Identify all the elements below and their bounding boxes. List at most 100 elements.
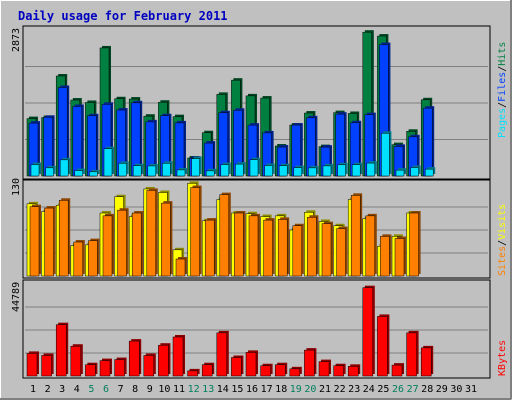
x-tick-label: 26: [392, 384, 404, 395]
bar-sites-day-5: [88, 238, 100, 277]
bar-sites-day-23: [350, 193, 363, 277]
x-tick-label: 16: [246, 384, 258, 395]
x-tick-label: 8: [132, 384, 138, 395]
bar-sites-day-8: [131, 211, 144, 277]
bar-sites-day-27: [409, 211, 421, 277]
bar-kbytes-day-13: [201, 362, 215, 377]
hits-max-label: 2873: [11, 28, 22, 52]
x-tick-label: 17: [261, 384, 273, 395]
bar-kbytes-day-28: [420, 345, 434, 377]
x-tick-label: 27: [407, 384, 419, 395]
bar-kbytes-day-23: [347, 364, 361, 377]
x-tick-label: 10: [158, 384, 170, 395]
bar-sites-day-3: [58, 198, 71, 277]
bar-files-day-5: [87, 113, 99, 177]
bar-sites-day-25: [380, 234, 392, 277]
bar-sites-day-18: [277, 217, 290, 277]
bar-sites-day-16: [248, 213, 260, 277]
bar-kbytes-day-24: [362, 285, 375, 377]
bar-pages-day-1: [30, 162, 41, 177]
x-tick-label: 5: [88, 384, 94, 395]
x-tick-label: 11: [173, 384, 185, 395]
bar-pages-day-24: [366, 161, 377, 177]
bar-pages-day-25: [381, 131, 392, 177]
x-tick-label: 30: [450, 384, 462, 395]
bar-kbytes-day-18: [274, 362, 288, 377]
bar-pages-day-3: [59, 157, 71, 177]
bar-sites-day-12: [190, 185, 202, 277]
bar-kbytes-day-11: [172, 334, 185, 377]
bar-pages-day-21: [322, 163, 333, 177]
x-tick-label: 12: [188, 384, 200, 395]
bar-kbytes-day-3: [55, 322, 69, 377]
bar-sites-day-15: [234, 211, 246, 277]
bar-pages-day-15: [235, 162, 246, 177]
bar-pages-day-19: [293, 165, 304, 177]
legend-files: Files: [497, 72, 508, 102]
bar-pages-day-14: [220, 162, 231, 177]
x-tick-label: 18: [275, 384, 287, 395]
bar-kbytes-day-16: [245, 350, 258, 377]
x-tick-label: 2: [45, 384, 51, 395]
bar-files-day-28: [422, 106, 435, 177]
bar-kbytes-day-1: [26, 351, 39, 377]
legend-hits-files-pages: Pages/Files/Hits: [497, 42, 508, 138]
bar-sites-day-17: [263, 218, 275, 277]
bar-pages-day-16: [249, 157, 260, 177]
bar-pages-day-7: [118, 161, 129, 177]
x-tick-label: 13: [202, 384, 214, 395]
x-tick-label: 29: [436, 384, 448, 395]
x-tick-label: 19: [290, 384, 302, 395]
bar-kbytes-day-17: [260, 363, 273, 377]
bar-pages-day-13: [205, 168, 217, 177]
bar-kbytes-day-26: [391, 363, 404, 377]
bar-kbytes-day-8: [128, 339, 142, 377]
bar-pages-day-6: [103, 146, 114, 177]
x-tick-label: 20: [304, 384, 316, 395]
legend-visits: Visits: [497, 204, 508, 240]
bar-sites-day-26: [394, 236, 406, 277]
bar-sites-day-13: [204, 218, 217, 277]
bar-kbytes-day-9: [143, 353, 156, 377]
bar-pages-day-28: [424, 167, 436, 177]
visits-max-label: 130: [11, 178, 22, 196]
bar-sites-day-9: [146, 188, 158, 277]
bar-pages-day-5: [89, 169, 100, 177]
bar-sites-day-11: [175, 257, 187, 277]
bar-sites-day-22: [336, 226, 348, 277]
bar-sites-day-6: [102, 213, 114, 277]
x-tick-label: 28: [421, 384, 433, 395]
bar-pages-day-11: [176, 167, 187, 177]
bar-kbytes-day-5: [85, 362, 98, 377]
x-tick-label: 4: [74, 384, 80, 395]
bar-kbytes-day-10: [158, 343, 171, 377]
bar-sites-day-7: [117, 208, 129, 277]
bar-sites-day-21: [321, 221, 333, 277]
bar-pages-day-26: [395, 168, 406, 177]
x-tick-label: 9: [147, 384, 153, 395]
bar-kbytes-day-21: [318, 359, 331, 377]
bar-sites-day-2: [44, 206, 56, 277]
x-tick-label: 1: [30, 384, 36, 395]
bar-pages-day-18: [278, 163, 290, 177]
legend-pages: Pages: [497, 108, 508, 138]
bar-sites-day-10: [161, 201, 173, 277]
bar-files-day-11: [174, 120, 186, 177]
x-tick-label: 25: [377, 384, 389, 395]
bar-kbytes-day-20: [304, 348, 317, 377]
x-tick-label: 22: [334, 384, 346, 395]
bar-files-day-4: [72, 104, 84, 177]
bar-pages-day-22: [337, 162, 348, 177]
bar-kbytes-day-2: [41, 353, 54, 377]
bar-kbytes-day-27: [406, 330, 419, 377]
x-tick-label: 31: [465, 384, 477, 395]
bar-pages-day-10: [162, 161, 173, 177]
bar-kbytes-day-15: [231, 355, 244, 377]
bar-kbytes-day-4: [70, 344, 83, 377]
bar-sites-day-4: [73, 240, 85, 277]
bar-pages-day-9: [147, 163, 158, 177]
bar-kbytes-day-19: [289, 366, 302, 377]
bar-sites-day-24: [365, 213, 377, 277]
chart-title: Daily usage for February 2011: [18, 9, 228, 23]
bar-pages-day-12: [191, 156, 202, 177]
